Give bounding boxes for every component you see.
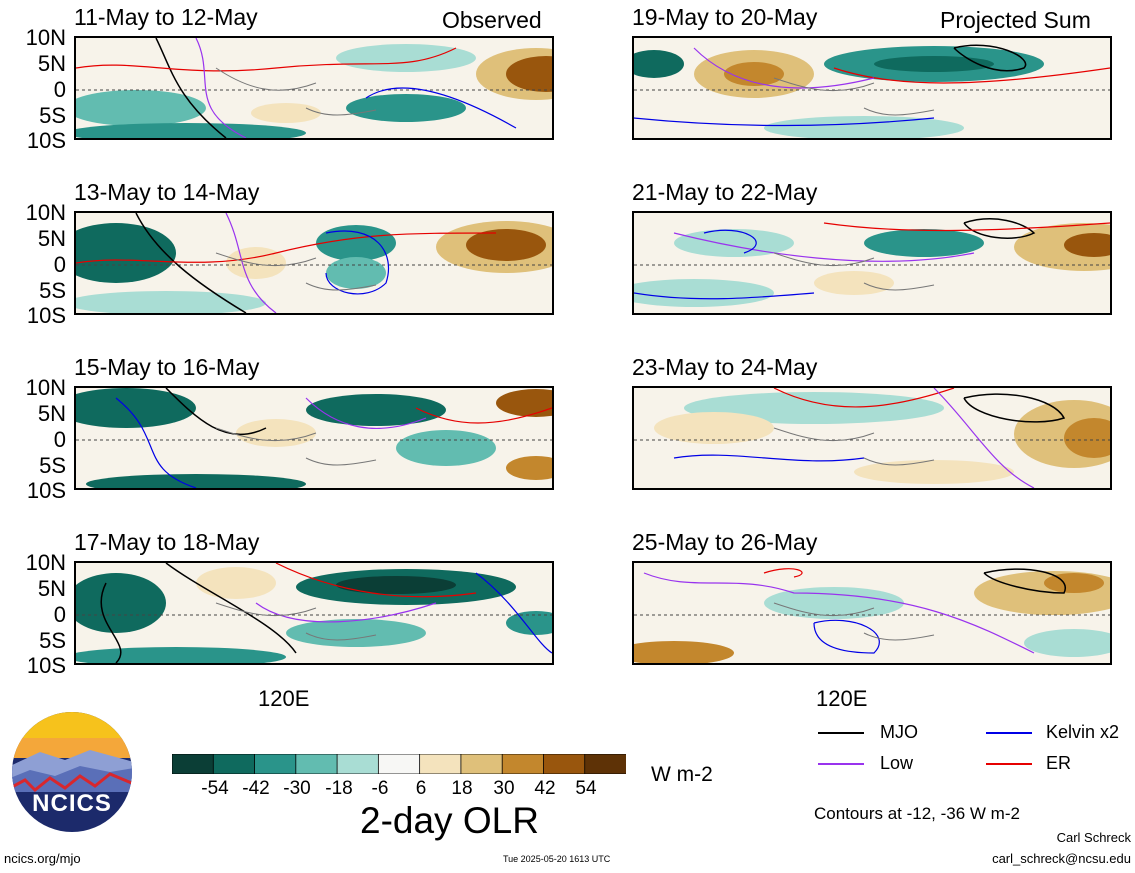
map-panel-proj-1 bbox=[632, 36, 1112, 140]
ncics-logo: NCICS bbox=[10, 710, 134, 834]
legend-swatch-kelvin bbox=[986, 732, 1032, 734]
panel-title-proj-4: 25-May to 26-May bbox=[632, 529, 818, 555]
lon-tick-label: 120E bbox=[816, 686, 868, 711]
colorbar-tick-label: -30 bbox=[283, 778, 311, 799]
lat-tick-label: 5S bbox=[39, 103, 66, 128]
lat-tick-label: 5N bbox=[37, 576, 66, 601]
map-panel-obs-4 bbox=[74, 561, 554, 665]
colorbar-tick-label: 54 bbox=[575, 778, 597, 799]
colorbar-swatch bbox=[501, 753, 545, 775]
logo-text: NCICS bbox=[32, 790, 112, 817]
map-panel-obs-1 bbox=[74, 36, 554, 140]
panel-title-proj-3: 23-May to 24-May bbox=[632, 354, 818, 380]
colorbar-tick-label: -54 bbox=[201, 778, 229, 799]
chart-title: 2-day OLR bbox=[360, 800, 539, 841]
observed-label: Observed bbox=[442, 7, 542, 33]
footer-email: carl_schreck@ncsu.edu bbox=[992, 851, 1131, 866]
contours-note: Contours at -12, -36 W m-2 bbox=[814, 804, 1020, 823]
lat-tick-label: 5N bbox=[37, 51, 66, 76]
lat-tick-label: 5N bbox=[37, 401, 66, 426]
lat-tick-label: 10N bbox=[25, 550, 66, 575]
legend-label-low: Low bbox=[880, 753, 914, 773]
colorbar-swatch bbox=[254, 753, 297, 775]
colorbar-tick-label: -42 bbox=[242, 778, 270, 799]
lat-tick-label: 5S bbox=[39, 278, 66, 303]
colorbar-tick-label: -18 bbox=[325, 778, 353, 799]
lat-tick-label: 10S bbox=[26, 478, 66, 503]
units-label: W m-2 bbox=[651, 763, 713, 786]
legend-swatch-low bbox=[818, 763, 864, 765]
legend-label-mjo: MJO bbox=[880, 722, 918, 742]
panel-title-proj-2: 21-May to 22-May bbox=[632, 179, 818, 205]
panel-title-obs-1: 11-May to 12-May bbox=[74, 4, 258, 30]
colorbar-swatch bbox=[295, 753, 338, 775]
colorbar bbox=[171, 753, 627, 775]
panel-title-obs-4: 17-May to 18-May bbox=[74, 529, 260, 555]
colorbar-swatch bbox=[584, 753, 627, 775]
lon-tick-label: 120E bbox=[258, 686, 310, 711]
panel-title-obs-2: 13-May to 14-May bbox=[74, 179, 260, 205]
lat-tick-label: 0 bbox=[53, 252, 66, 277]
legend-label-er: ER bbox=[1046, 753, 1072, 773]
lat-tick-label: 10N bbox=[25, 375, 66, 400]
colorbar-tick-label: -6 bbox=[371, 778, 389, 799]
map-panel-obs-3 bbox=[74, 386, 554, 490]
lat-tick-label: 5N bbox=[37, 226, 66, 251]
footer-author: Carl Schreck bbox=[1056, 830, 1131, 845]
footer-url: ncics.org/mjo bbox=[4, 851, 81, 866]
colorbar-tick-label: 18 bbox=[451, 778, 473, 799]
lat-tick-label: 10N bbox=[25, 200, 66, 225]
lat-tick-label: 0 bbox=[53, 602, 66, 627]
map-panel-obs-2 bbox=[74, 211, 554, 315]
colorbar-swatch bbox=[212, 753, 256, 775]
lat-tick-label: 5S bbox=[39, 453, 66, 478]
colorbar-tick-label: 6 bbox=[415, 778, 427, 799]
legend-swatch-mjo bbox=[818, 732, 864, 734]
panel-title-proj-1: 19-May to 20-May bbox=[632, 4, 818, 30]
lat-tick-label: 0 bbox=[53, 427, 66, 452]
colorbar-swatch bbox=[171, 753, 215, 775]
colorbar-tick-label: 42 bbox=[534, 778, 556, 799]
colorbar-swatch bbox=[419, 753, 462, 775]
lat-tick-label: 10S bbox=[26, 653, 66, 678]
lat-tick-label: 0 bbox=[53, 77, 66, 102]
colorbar-swatch bbox=[543, 753, 586, 775]
map-panel-proj-3 bbox=[632, 386, 1112, 490]
map-panel-proj-4 bbox=[632, 561, 1112, 665]
colorbar-swatch bbox=[460, 753, 504, 775]
map-panel-proj-2 bbox=[632, 211, 1112, 315]
colorbar-tick-label: 30 bbox=[493, 778, 515, 799]
lat-tick-label: 5S bbox=[39, 628, 66, 653]
colorbar-swatch bbox=[336, 753, 380, 775]
footer-timestamp: Tue 2025-05-20 1613 UTC bbox=[503, 854, 611, 864]
colorbar-swatches bbox=[171, 753, 627, 775]
lat-tick-label: 10S bbox=[26, 128, 66, 153]
legend-label-kelvin: Kelvin x2 bbox=[1046, 722, 1120, 742]
panel-title-obs-3: 15-May to 16-May bbox=[74, 354, 260, 380]
projected-label: Projected Sum bbox=[940, 7, 1091, 33]
legend-swatch-er bbox=[986, 763, 1032, 765]
colorbar-swatch bbox=[377, 753, 421, 775]
lat-tick-label: 10S bbox=[26, 303, 66, 328]
lat-tick-label: 10N bbox=[25, 25, 66, 50]
